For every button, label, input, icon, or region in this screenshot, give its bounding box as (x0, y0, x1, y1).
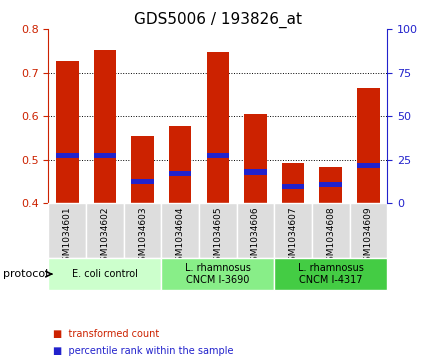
Text: GSM1034609: GSM1034609 (364, 206, 373, 267)
Text: L. rhamnosus
CNCM I-4317: L. rhamnosus CNCM I-4317 (298, 263, 364, 285)
Text: protocol: protocol (3, 269, 48, 279)
Text: L. rhamnosus
CNCM I-3690: L. rhamnosus CNCM I-3690 (185, 263, 251, 285)
Bar (56, 61, 78, 203)
Bar (131, 179, 154, 184)
FancyBboxPatch shape (312, 203, 349, 258)
Bar (282, 163, 304, 203)
FancyBboxPatch shape (161, 203, 199, 258)
FancyBboxPatch shape (274, 258, 387, 290)
FancyBboxPatch shape (349, 203, 387, 258)
Text: GSM1034601: GSM1034601 (63, 206, 72, 267)
Text: ■  percentile rank within the sample: ■ percentile rank within the sample (53, 346, 233, 356)
FancyBboxPatch shape (161, 258, 274, 290)
FancyBboxPatch shape (48, 258, 161, 290)
Text: E. coli control: E. coli control (72, 269, 138, 279)
FancyBboxPatch shape (86, 203, 124, 258)
Text: GSM1034604: GSM1034604 (176, 206, 185, 266)
Text: GSM1034602: GSM1034602 (100, 206, 110, 266)
Text: ■  transformed count: ■ transformed count (53, 329, 159, 339)
Title: GDS5006 / 193826_at: GDS5006 / 193826_at (134, 12, 302, 28)
FancyBboxPatch shape (124, 203, 161, 258)
Bar (282, 184, 304, 189)
Text: GSM1034605: GSM1034605 (213, 206, 222, 267)
Bar (357, 163, 380, 168)
Text: GSM1034603: GSM1034603 (138, 206, 147, 267)
Bar (131, 136, 154, 203)
Bar (319, 167, 342, 203)
FancyBboxPatch shape (199, 203, 237, 258)
Text: GSM1034607: GSM1034607 (289, 206, 297, 267)
Bar (56, 153, 78, 158)
Bar (244, 169, 267, 175)
Bar (206, 153, 229, 158)
Bar (206, 52, 229, 203)
FancyBboxPatch shape (274, 203, 312, 258)
Text: GSM1034608: GSM1034608 (326, 206, 335, 267)
Bar (244, 114, 267, 203)
Bar (357, 88, 380, 203)
Bar (319, 182, 342, 187)
Bar (94, 153, 116, 158)
Bar (169, 126, 191, 203)
Bar (169, 171, 191, 176)
Bar (94, 50, 116, 203)
Text: GSM1034606: GSM1034606 (251, 206, 260, 267)
FancyBboxPatch shape (237, 203, 274, 258)
FancyBboxPatch shape (48, 203, 86, 258)
